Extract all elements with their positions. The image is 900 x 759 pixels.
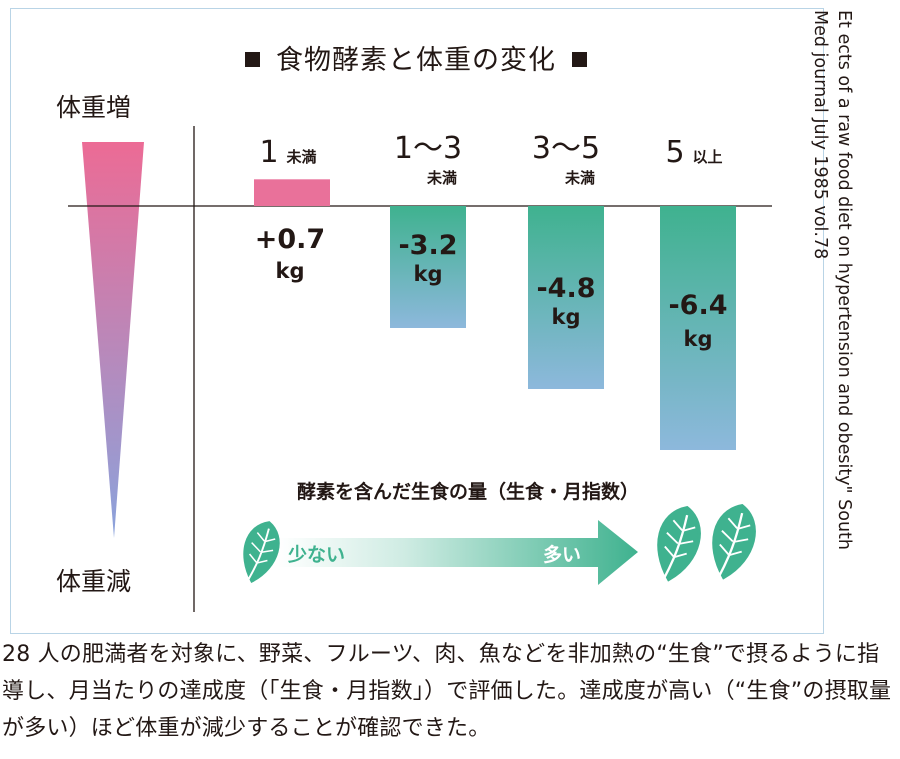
citation-line-1: Et ects of a raw food diet on hypertensi…: [834, 10, 854, 551]
weight-change-wedge: [82, 142, 144, 538]
title-square-right-icon: [572, 52, 587, 67]
category-label-1: 1 未満: [259, 135, 316, 170]
value-unit-4: kg: [684, 327, 713, 351]
chart-title: 食物酵素と体重の変化: [0, 38, 832, 77]
citation: Et ects of a raw food diet on hypertensi…: [808, 10, 856, 610]
bar-2: [390, 206, 466, 328]
arrow-low-label: 少ない: [287, 544, 345, 566]
arrow-high-label: 多い: [543, 543, 581, 566]
leaf-large-1-icon: [657, 505, 701, 589]
x-axis-label: 酵素を含んだ生食の量（生食・月指数）: [297, 480, 639, 503]
bar-3: [528, 206, 604, 389]
value-unit-3: kg: [552, 305, 581, 329]
citation-line-2: Med journal July 1985 vol.78: [810, 10, 830, 260]
category-label-3: 3～5: [532, 131, 600, 166]
value-label-3: -4.8: [536, 273, 595, 304]
value-unit-1: kg: [276, 259, 305, 283]
leaf-small-icon: [242, 521, 280, 589]
category-sublabel-2: 未満: [426, 169, 457, 187]
bar-1: [254, 179, 330, 206]
title-square-left-icon: [245, 52, 260, 67]
axis-bottom-label: 体重減: [56, 567, 132, 596]
value-label-4: -6.4: [668, 290, 727, 321]
value-label-2: -3.2: [398, 230, 457, 261]
category-label-2: 1～3: [394, 131, 462, 166]
value-unit-2: kg: [414, 262, 443, 286]
chart-title-text: 食物酵素と体重の変化: [276, 45, 556, 76]
axis-top-label: 体重増: [56, 93, 132, 122]
value-label-1: +0.7: [255, 224, 325, 255]
bar-4: [660, 206, 736, 450]
category-label-4: 5 以上: [665, 135, 722, 170]
quantity-arrow: [278, 520, 638, 585]
leaf-large-2-icon: [712, 503, 756, 587]
caption: 28 人の肥満者を対象に、野菜、フルーツ、肉、魚などを非加熱の“生食”で摂るよう…: [2, 642, 892, 741]
category-sublabel-3: 未満: [564, 169, 595, 187]
